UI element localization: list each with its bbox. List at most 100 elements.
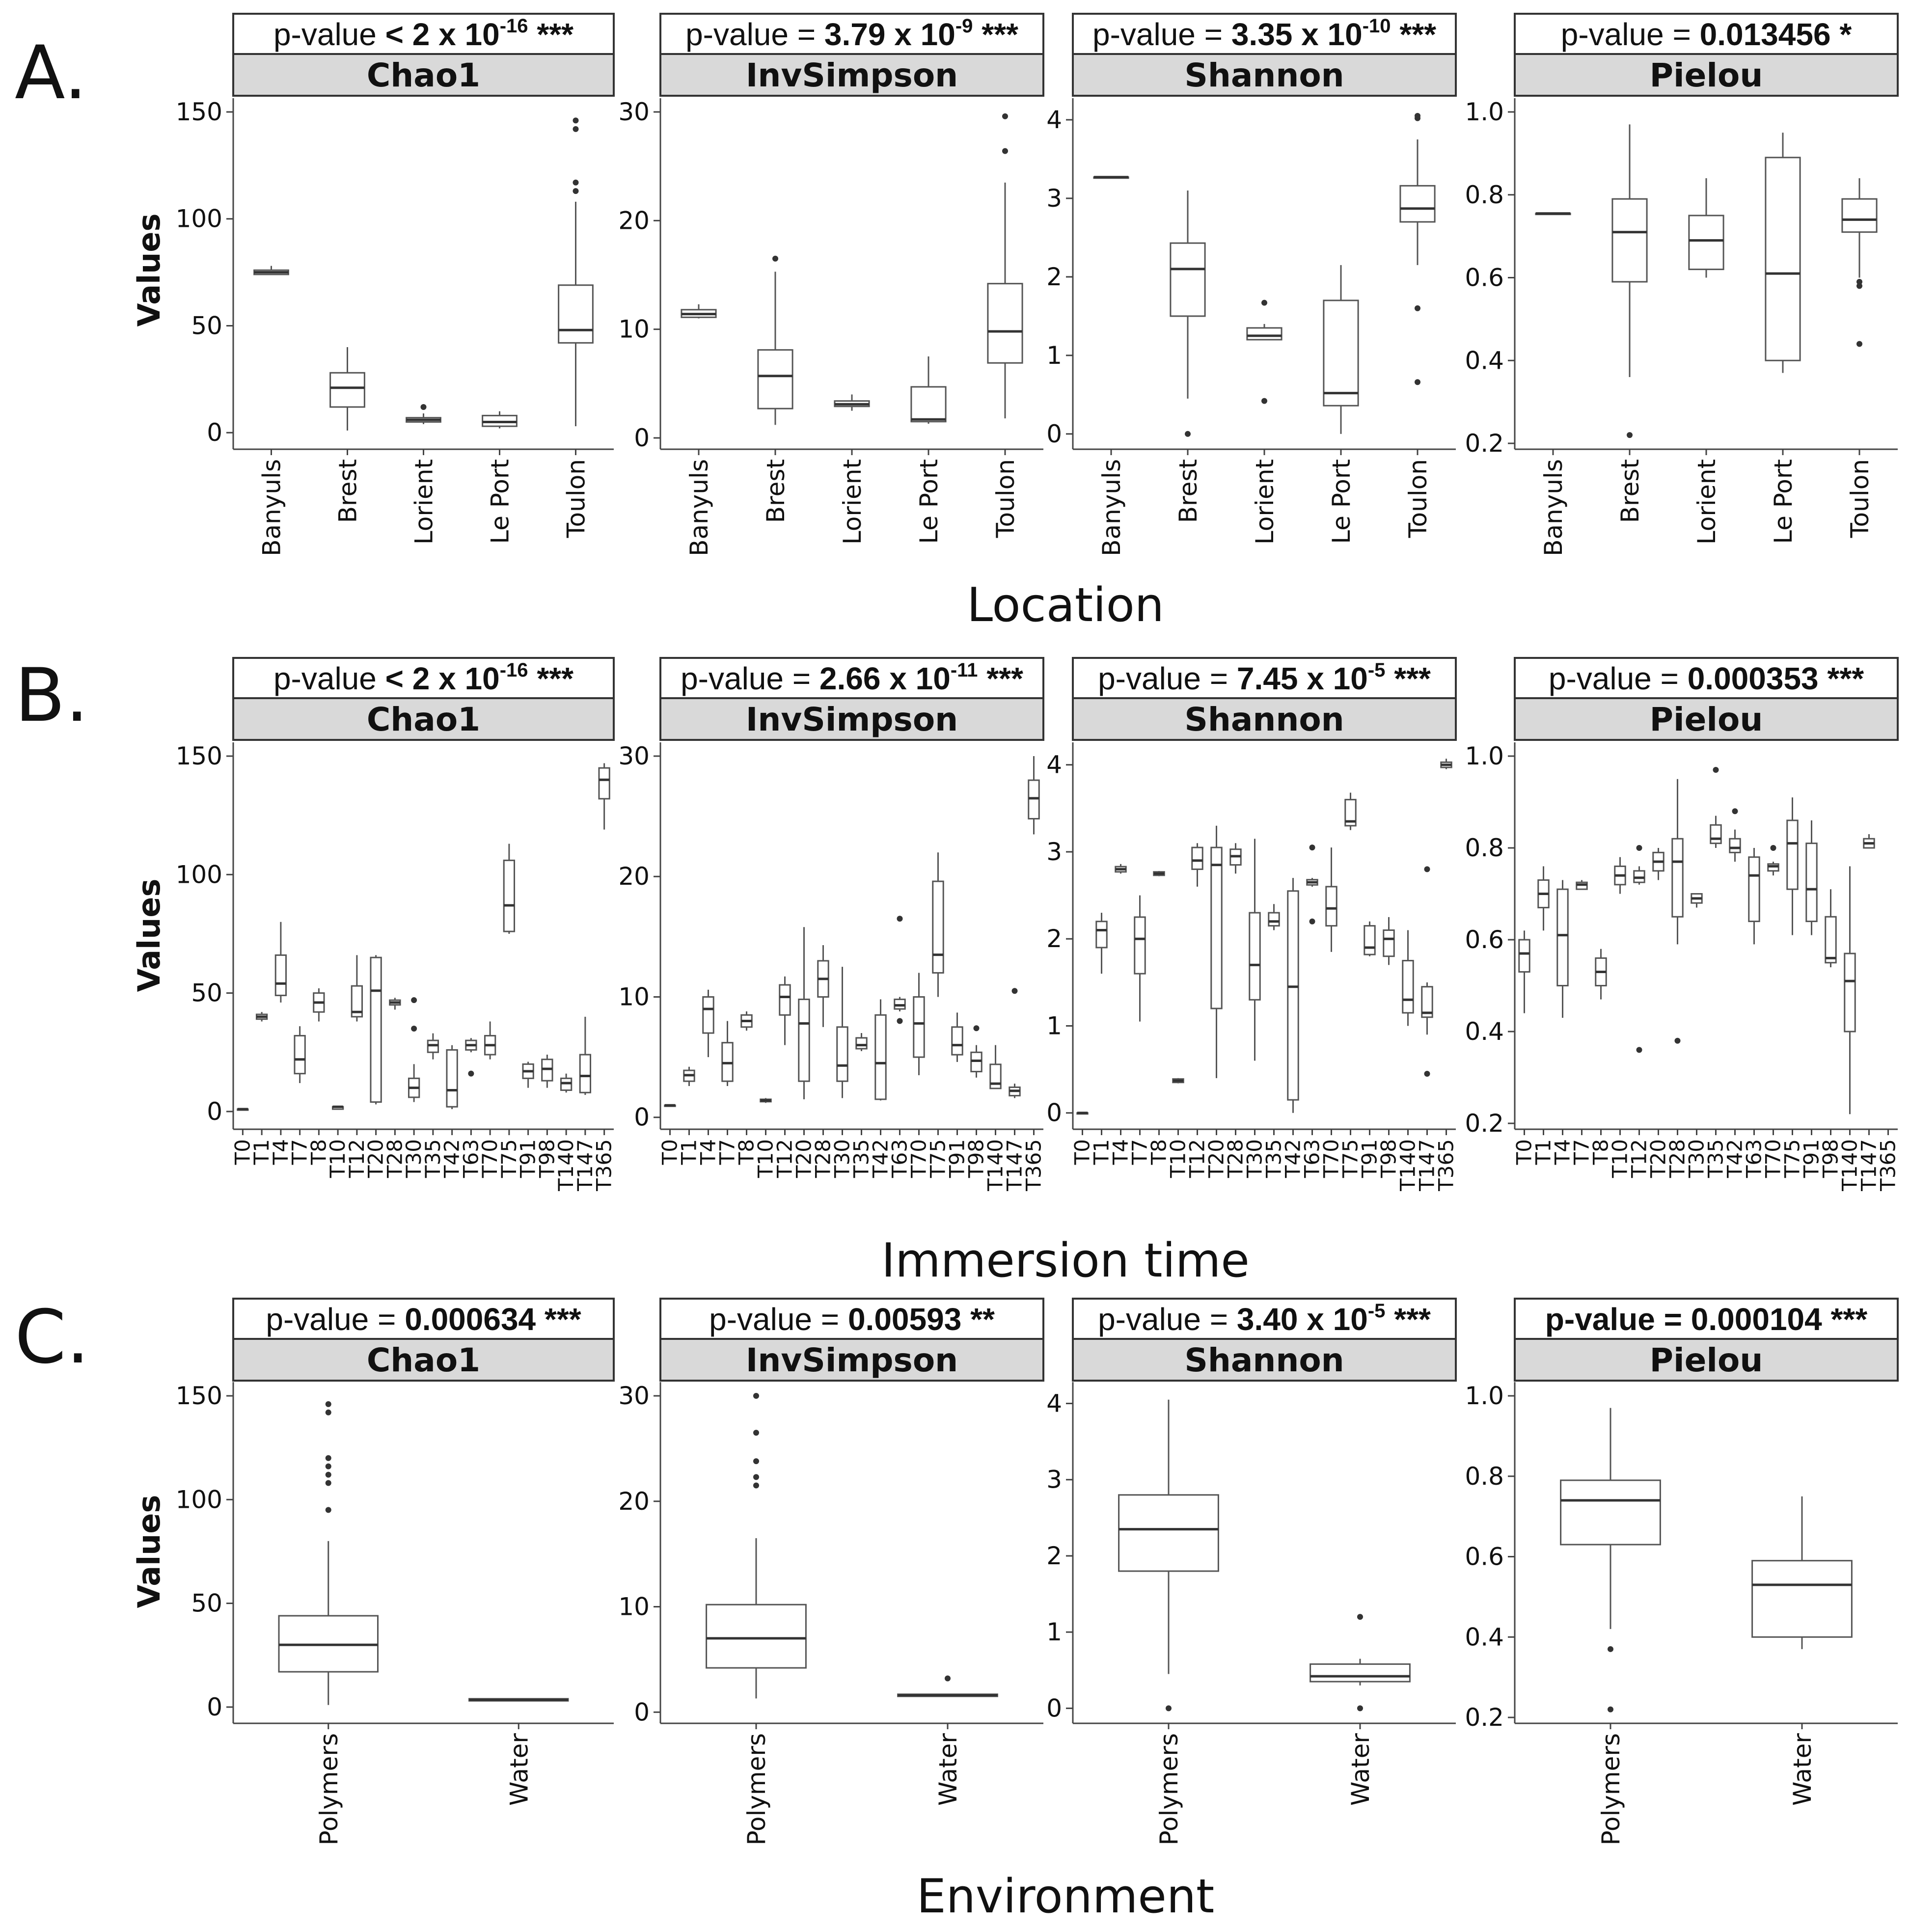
pvalue-prefix: p-value = — [1561, 17, 1691, 52]
x-tick-label: Water — [934, 1733, 962, 1806]
pvalue-stars: *** — [1831, 1302, 1868, 1337]
box-t70 — [913, 973, 925, 1075]
x-tick-label: Lorient — [1251, 459, 1279, 544]
box-t1 — [255, 1012, 268, 1022]
pvalue-prefix: p-value = — [1545, 1302, 1682, 1337]
y-axis-title: Values — [131, 1495, 167, 1608]
y-tick-label: 0 — [634, 1698, 650, 1726]
pvalue-number: 3.35 x 10 — [1231, 17, 1363, 52]
box-t1 — [1537, 866, 1550, 931]
y-tick-label: 4 — [1046, 106, 1062, 134]
x-tick-label: T8 — [1147, 1139, 1171, 1165]
box-t12 — [351, 955, 363, 1022]
box-t75 — [1344, 792, 1357, 830]
pvalue-text: p-value = 7.45 x 10-5 *** — [1098, 659, 1431, 696]
box-iqr — [874, 1014, 887, 1100]
x-tick-label: T0 — [658, 1139, 682, 1165]
box-iqr — [558, 284, 594, 344]
x-tick-label: T98 — [535, 1139, 559, 1178]
box-t147 — [579, 1016, 592, 1095]
outlier-point — [753, 1393, 759, 1399]
box-iqr — [1556, 888, 1569, 987]
pvalue-number: 7.45 x 10 — [1237, 661, 1368, 696]
pvalue-stars: *** — [986, 661, 1023, 696]
pvalue-exponent: -10 — [1363, 15, 1391, 37]
box-iqr — [1134, 916, 1146, 975]
pvalue-text: p-value = 3.35 x 10-10 *** — [1092, 15, 1436, 52]
x-tick-label: T1 — [249, 1139, 273, 1165]
y-tick-label: 1.0 — [1465, 742, 1504, 770]
box-iqr — [1748, 856, 1760, 923]
facet-strip — [1072, 53, 1457, 97]
outlier-point — [325, 1455, 331, 1461]
pvalue-text: p-value < 2 x 10-16 *** — [273, 659, 573, 696]
box-t30 — [408, 997, 420, 1102]
x-tick-label: Brest — [1174, 459, 1202, 523]
box-lorient — [834, 394, 870, 411]
box-t75 — [1786, 797, 1799, 935]
box-t1 — [1095, 913, 1108, 974]
box-toulon — [1399, 112, 1436, 385]
box-t8 — [313, 988, 325, 1022]
outlier-point — [1636, 1047, 1642, 1053]
box-iqr — [1399, 185, 1436, 223]
y-tick-label: 20 — [618, 862, 650, 891]
pvalue-text: p-value < 2 x 10-16 *** — [273, 15, 573, 52]
box-t7 — [1576, 880, 1588, 890]
box-t12 — [779, 976, 791, 1045]
x-tick-label: T91 — [516, 1139, 540, 1178]
panel-chao1: p-value = 0.000634 *** Chao1 0 50 100 150 Poly… — [176, 1298, 615, 1846]
box-t42 — [1287, 878, 1299, 1113]
pvalue-text: p-value = 0.000353 *** — [1549, 661, 1864, 696]
box-lorient — [406, 404, 441, 424]
y-tick-label: 0.2 — [1465, 429, 1504, 458]
y-tick-label: 150 — [176, 98, 222, 126]
box-toulon — [987, 113, 1023, 419]
outlier-point — [1309, 844, 1315, 851]
y-tick-label: 0.2 — [1465, 1109, 1504, 1138]
outlier-point — [1415, 379, 1420, 385]
pvalue-exponent: -16 — [500, 15, 528, 37]
box-t63 — [1306, 844, 1318, 925]
x-tick-label: T63 — [888, 1139, 912, 1178]
y-tick-label: 0 — [207, 418, 222, 447]
x-tick-label: T147 — [1857, 1139, 1881, 1192]
box-t42 — [874, 999, 887, 1101]
pvalue-box — [232, 13, 615, 55]
box-t0 — [1076, 1112, 1089, 1115]
x-tick-label: T147 — [1003, 1139, 1027, 1192]
x-tick-label: T140 — [1838, 1139, 1862, 1192]
facet-label: InvSimpson — [746, 56, 958, 94]
facet-strip — [1514, 1338, 1899, 1382]
y-tick-label: 0.8 — [1465, 834, 1504, 862]
pvalue-prefix: p-value — [273, 17, 377, 52]
pvalue-box — [1072, 1298, 1457, 1340]
outlier-point — [325, 1480, 331, 1486]
box-iqr — [1268, 912, 1280, 927]
x-tick-label: Banyuls — [1097, 459, 1126, 556]
pvalue-box — [1072, 657, 1457, 699]
panel-pielou: p-value = 0.000353 *** Pielou 0.2 0.4 0.6 0.8… — [1465, 657, 1900, 1192]
x-tick-label: T75 — [1780, 1139, 1804, 1178]
box-t98 — [1383, 917, 1395, 965]
panel-invsimpson: p-value = 2.66 x 10-11 *** InvSimpson 0 10 2… — [618, 657, 1046, 1192]
x-tick-label: Toulon — [991, 459, 1020, 539]
outlier-point — [573, 188, 579, 194]
y-tick-label: 30 — [618, 742, 650, 770]
row-letter: A. — [15, 30, 87, 116]
y-tick-label: 4 — [1046, 1389, 1062, 1418]
y-tick-label: 50 — [191, 979, 222, 1007]
facet-label: InvSimpson — [746, 1341, 958, 1379]
facet-label: Shannon — [1184, 701, 1344, 738]
x-tick-label: T70 — [478, 1139, 502, 1178]
box-t91 — [522, 1061, 534, 1088]
panel-chao1: p-value < 2 x 10-16 ***Chao1050100150T0T… — [176, 657, 616, 1192]
x-tick-label: T30 — [830, 1139, 854, 1178]
box-t91 — [1364, 921, 1376, 956]
outlier-point — [1261, 299, 1267, 306]
y-tick-label: 100 — [176, 860, 222, 889]
x-tick-label: Polymers — [1155, 1733, 1183, 1846]
x-tick-label: T8 — [735, 1139, 759, 1165]
outlier-point — [1713, 767, 1719, 773]
